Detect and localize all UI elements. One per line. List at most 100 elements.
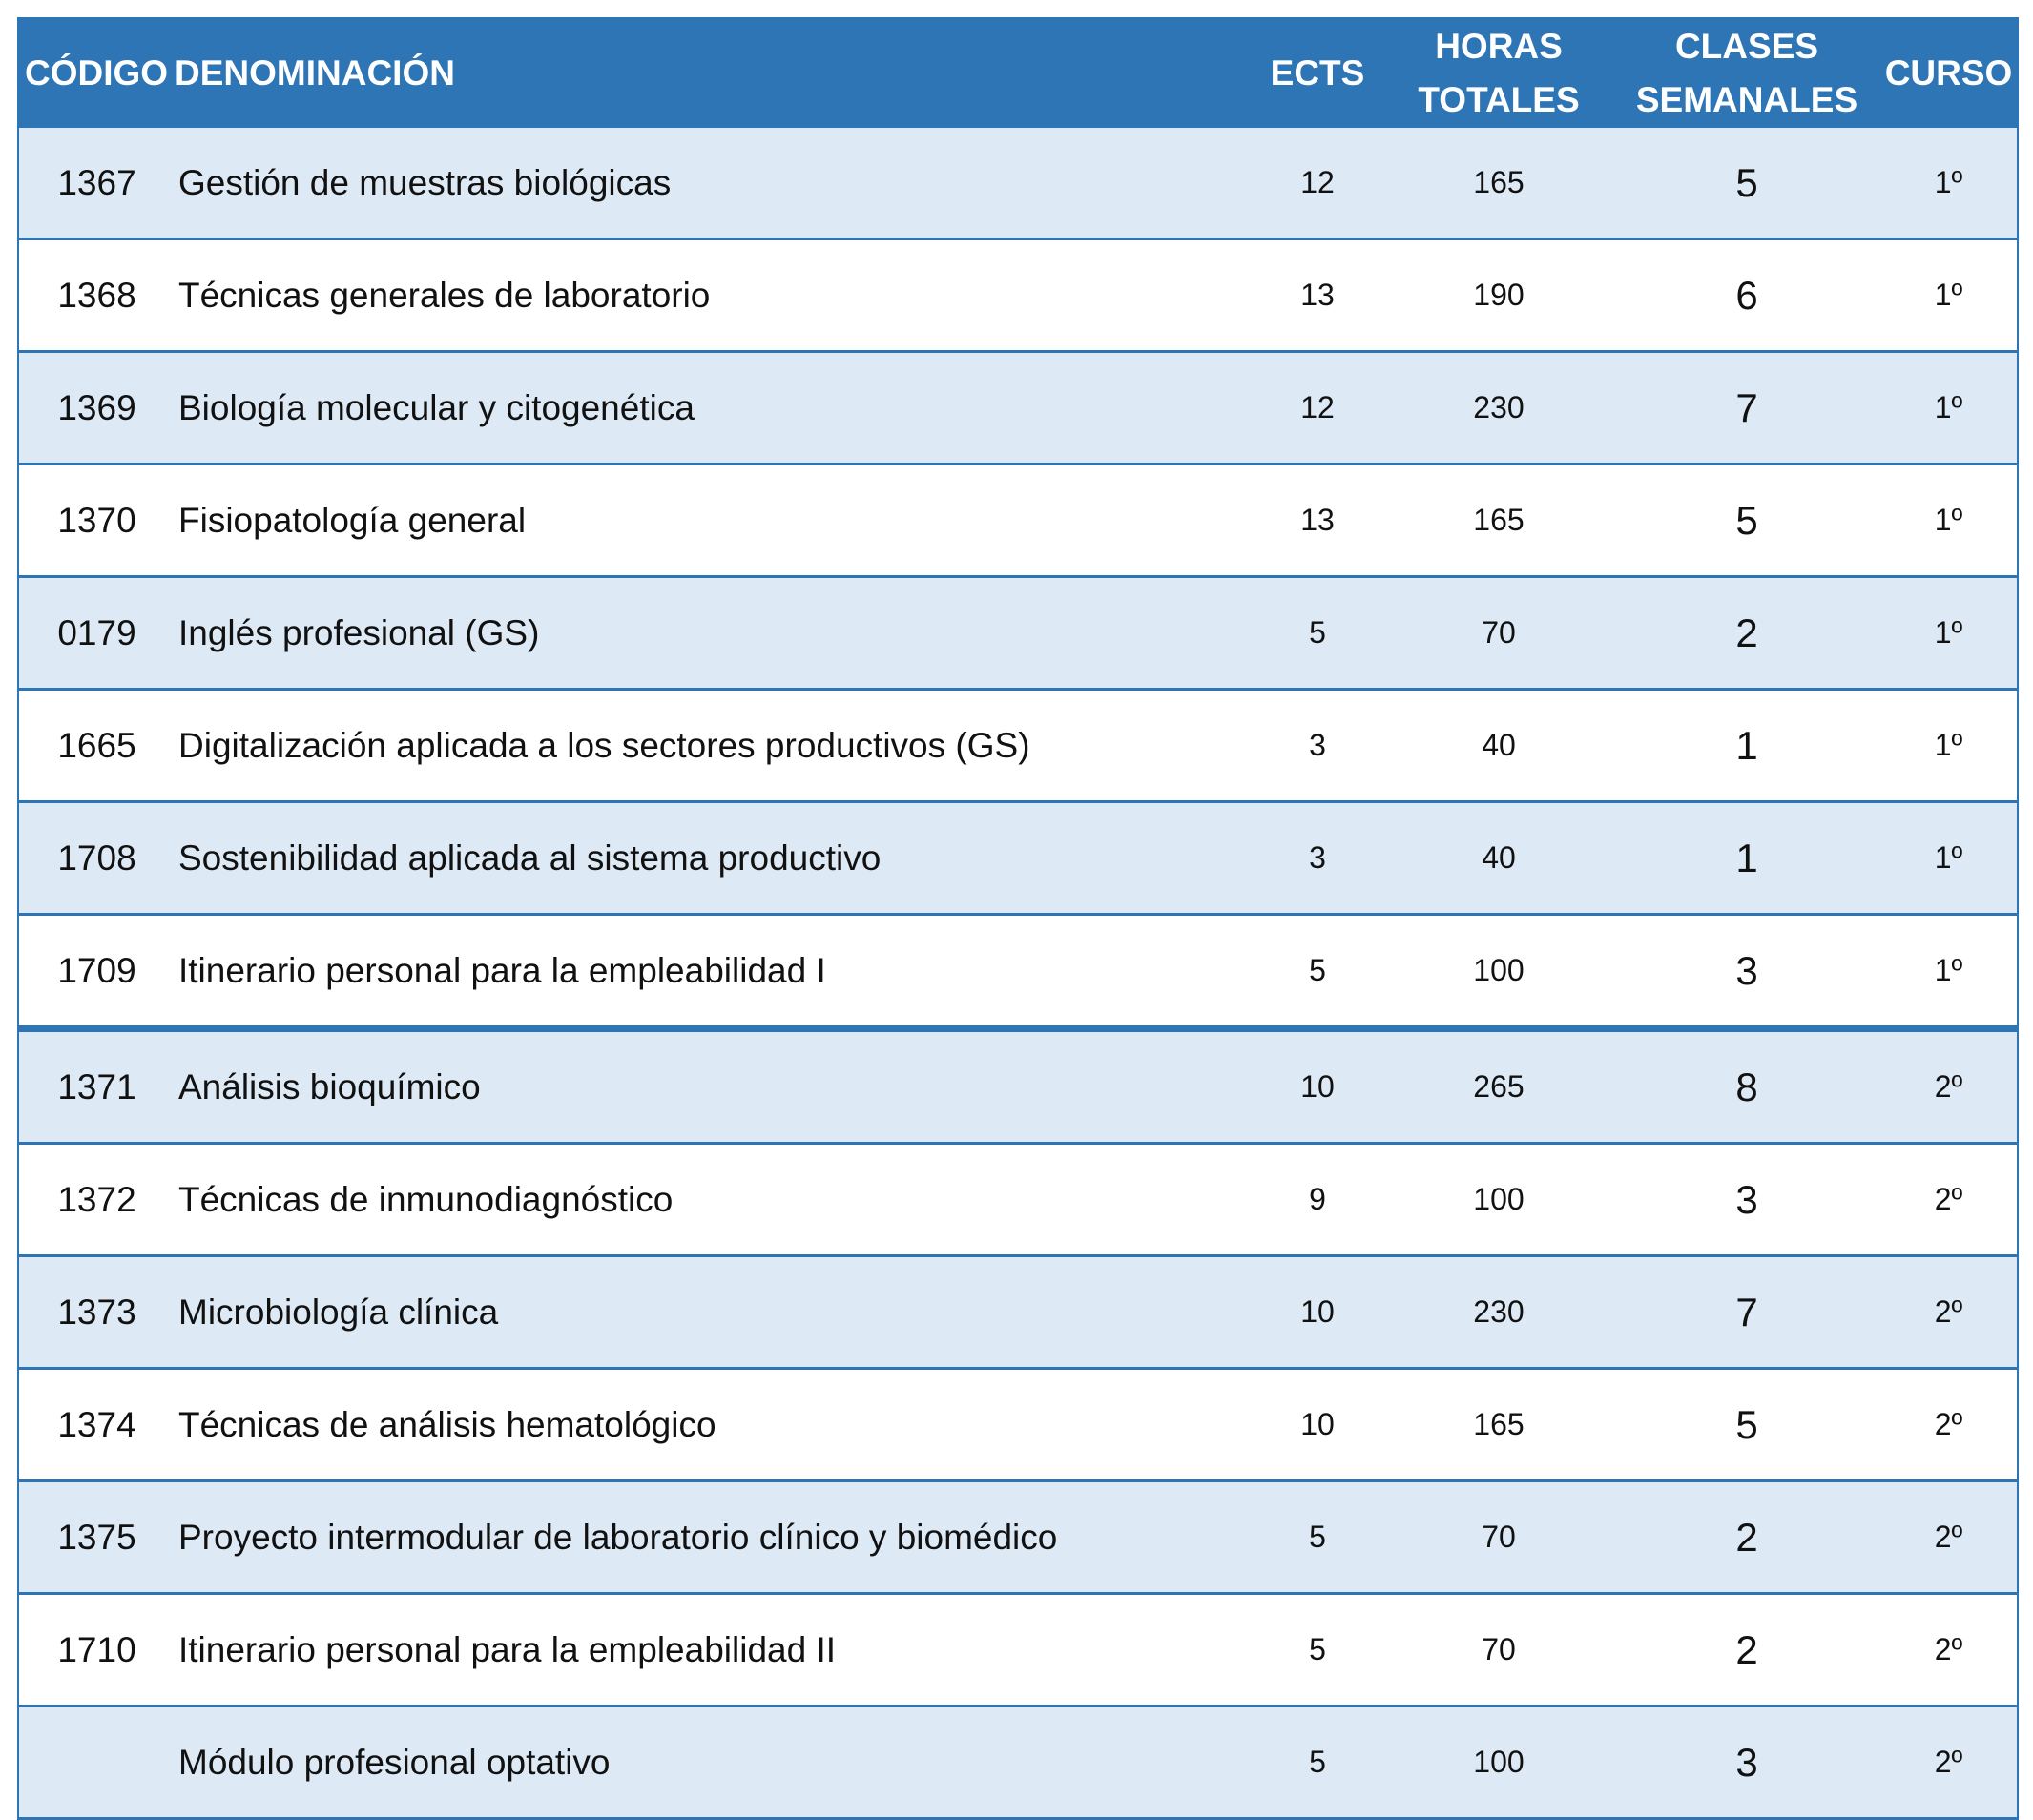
cell-ects: 5 xyxy=(1251,1593,1384,1707)
cell-denominacion: Análisis bioquímico xyxy=(175,1028,1251,1145)
cell-denominacion: Técnicas generales de laboratorio xyxy=(175,238,1251,353)
cell-clases-semanales: 6 xyxy=(1613,238,1880,353)
cell-clases-semanales: 5 xyxy=(1613,464,1880,578)
table-header-row: CÓDIGO DENOMINACIÓN ECTS HORAS TOTALES C… xyxy=(18,18,2018,128)
cell-horas-totales: 40 xyxy=(1384,801,1613,916)
cell-clases-semanales: 3 xyxy=(1613,1143,1880,1257)
cell-ects: 10 xyxy=(1251,1368,1384,1482)
cell-codigo: 1709 xyxy=(18,914,175,1032)
cell-denominacion: Itinerario personal para la empleabilida… xyxy=(175,1593,1251,1707)
cell-horas-totales: 165 xyxy=(1384,128,1613,240)
header-ects: ECTS xyxy=(1251,18,1384,128)
cell-curso: 1º xyxy=(1880,238,2018,353)
header-curso: CURSO xyxy=(1880,18,2018,128)
cell-curso: 2º xyxy=(1880,1480,2018,1595)
cell-denominacion: Digitalización aplicada a los sectores p… xyxy=(175,689,1251,803)
cell-horas-totales: 165 xyxy=(1384,1368,1613,1482)
cell-codigo: 1368 xyxy=(18,238,175,353)
table-row: 1374 Técnicas de análisis hematológico 10 1… xyxy=(18,1368,2018,1482)
cell-horas-totales: 100 xyxy=(1384,914,1613,1032)
cell-ects: 5 xyxy=(1251,576,1384,691)
cell-curso: 1º xyxy=(1880,576,2018,691)
cell-ects: 12 xyxy=(1251,128,1384,240)
cell-curso: 1º xyxy=(1880,914,2018,1032)
cell-denominacion: Sostenibilidad aplicada al sistema produ… xyxy=(175,801,1251,916)
modules-table: CÓDIGO DENOMINACIÓN ECTS HORAS TOTALES C… xyxy=(17,17,2019,1820)
header-codigo: CÓDIGO xyxy=(18,18,175,128)
cell-clases-semanales: 3 xyxy=(1613,914,1880,1032)
cell-curso: 2º xyxy=(1880,1593,2018,1707)
table-row: 1709 Itinerario personal para la empleabi… xyxy=(18,914,2018,1032)
cell-curso: 2º xyxy=(1880,1706,2018,1820)
cell-codigo: 1372 xyxy=(18,1143,175,1257)
cell-ects: 9 xyxy=(1251,1143,1384,1257)
cell-horas-totales: 230 xyxy=(1384,351,1613,465)
header-denominacion: DENOMINACIÓN xyxy=(175,18,1251,128)
cell-ects: 13 xyxy=(1251,238,1384,353)
cell-horas-totales: 70 xyxy=(1384,1593,1613,1707)
cell-clases-semanales: 2 xyxy=(1613,576,1880,691)
cell-denominacion: Gestión de muestras biológicas xyxy=(175,128,1251,240)
cell-codigo: 1374 xyxy=(18,1368,175,1482)
cell-clases-semanales: 1 xyxy=(1613,801,1880,916)
table-row: 1375 Proyecto intermodular de laboratorio… xyxy=(18,1480,2018,1595)
cell-codigo: 1710 xyxy=(18,1593,175,1707)
table-row: 1368 Técnicas generales de laboratorio 13 1… xyxy=(18,238,2018,353)
cell-ects: 3 xyxy=(1251,689,1384,803)
cell-ects: 10 xyxy=(1251,1255,1384,1370)
cell-clases-semanales: 2 xyxy=(1613,1593,1880,1707)
cell-ects: 5 xyxy=(1251,914,1384,1032)
cell-denominacion: Módulo profesional optativo xyxy=(175,1706,1251,1820)
table-row: Módulo profesional optativo 5 100 3 2º xyxy=(18,1706,2018,1820)
cell-curso: 2º xyxy=(1880,1255,2018,1370)
cell-codigo: 0179 xyxy=(18,576,175,691)
table-row: 0179 Inglés profesional (GS) 5 70 2 1º xyxy=(18,576,2018,691)
cell-clases-semanales: 2 xyxy=(1613,1480,1880,1595)
cell-denominacion: Proyecto intermodular de laboratorio clí… xyxy=(175,1480,1251,1595)
table-row: 1665 Digitalización aplicada a los sector… xyxy=(18,689,2018,803)
cell-horas-totales: 190 xyxy=(1384,238,1613,353)
cell-ects: 5 xyxy=(1251,1480,1384,1595)
cell-ects: 10 xyxy=(1251,1028,1384,1145)
cell-horas-totales: 100 xyxy=(1384,1706,1613,1820)
cell-horas-totales: 100 xyxy=(1384,1143,1613,1257)
cell-curso: 1º xyxy=(1880,689,2018,803)
cell-curso: 2º xyxy=(1880,1028,2018,1145)
cell-denominacion: Técnicas de análisis hematológico xyxy=(175,1368,1251,1482)
table-row: 1373 Microbiología clínica 10 230 7 2º xyxy=(18,1255,2018,1370)
cell-horas-totales: 230 xyxy=(1384,1255,1613,1370)
cell-clases-semanales: 8 xyxy=(1613,1028,1880,1145)
cell-horas-totales: 70 xyxy=(1384,1480,1613,1595)
cell-denominacion: Microbiología clínica xyxy=(175,1255,1251,1370)
cell-ects: 5 xyxy=(1251,1706,1384,1820)
cell-curso: 1º xyxy=(1880,351,2018,465)
cell-clases-semanales: 5 xyxy=(1613,128,1880,240)
cell-clases-semanales: 3 xyxy=(1613,1706,1880,1820)
cell-curso: 2º xyxy=(1880,1143,2018,1257)
table-row: 1371 Análisis bioquímico 10 265 8 2º xyxy=(18,1028,2018,1145)
cell-clases-semanales: 1 xyxy=(1613,689,1880,803)
cell-clases-semanales: 7 xyxy=(1613,351,1880,465)
table-row: 1708 Sostenibilidad aplicada al sistema p… xyxy=(18,801,2018,916)
cell-denominacion: Itinerario personal para la empleabilida… xyxy=(175,914,1251,1032)
cell-denominacion: Inglés profesional (GS) xyxy=(175,576,1251,691)
cell-horas-totales: 40 xyxy=(1384,689,1613,803)
table-row: 1370 Fisiopatología general 13 165 5 1º xyxy=(18,464,2018,578)
table-row: 1367 Gestión de muestras biológicas 12 165 5… xyxy=(18,128,2018,240)
cell-curso: 1º xyxy=(1880,801,2018,916)
cell-denominacion: Biología molecular y citogenética xyxy=(175,351,1251,465)
cell-codigo xyxy=(18,1706,175,1820)
cell-ects: 12 xyxy=(1251,351,1384,465)
cell-codigo: 1371 xyxy=(18,1028,175,1145)
cell-ects: 13 xyxy=(1251,464,1384,578)
header-horas-totales: HORAS TOTALES xyxy=(1384,18,1613,128)
header-clases-semanales: CLASES SEMANALES xyxy=(1613,18,1880,128)
cell-codigo: 1369 xyxy=(18,351,175,465)
cell-codigo: 1665 xyxy=(18,689,175,803)
cell-curso: 2º xyxy=(1880,1368,2018,1482)
cell-clases-semanales: 7 xyxy=(1613,1255,1880,1370)
table-body: 1367 Gestión de muestras biológicas 12 165 5… xyxy=(18,128,2018,1820)
cell-codigo: 1367 xyxy=(18,128,175,240)
cell-codigo: 1708 xyxy=(18,801,175,916)
cell-ects: 3 xyxy=(1251,801,1384,916)
